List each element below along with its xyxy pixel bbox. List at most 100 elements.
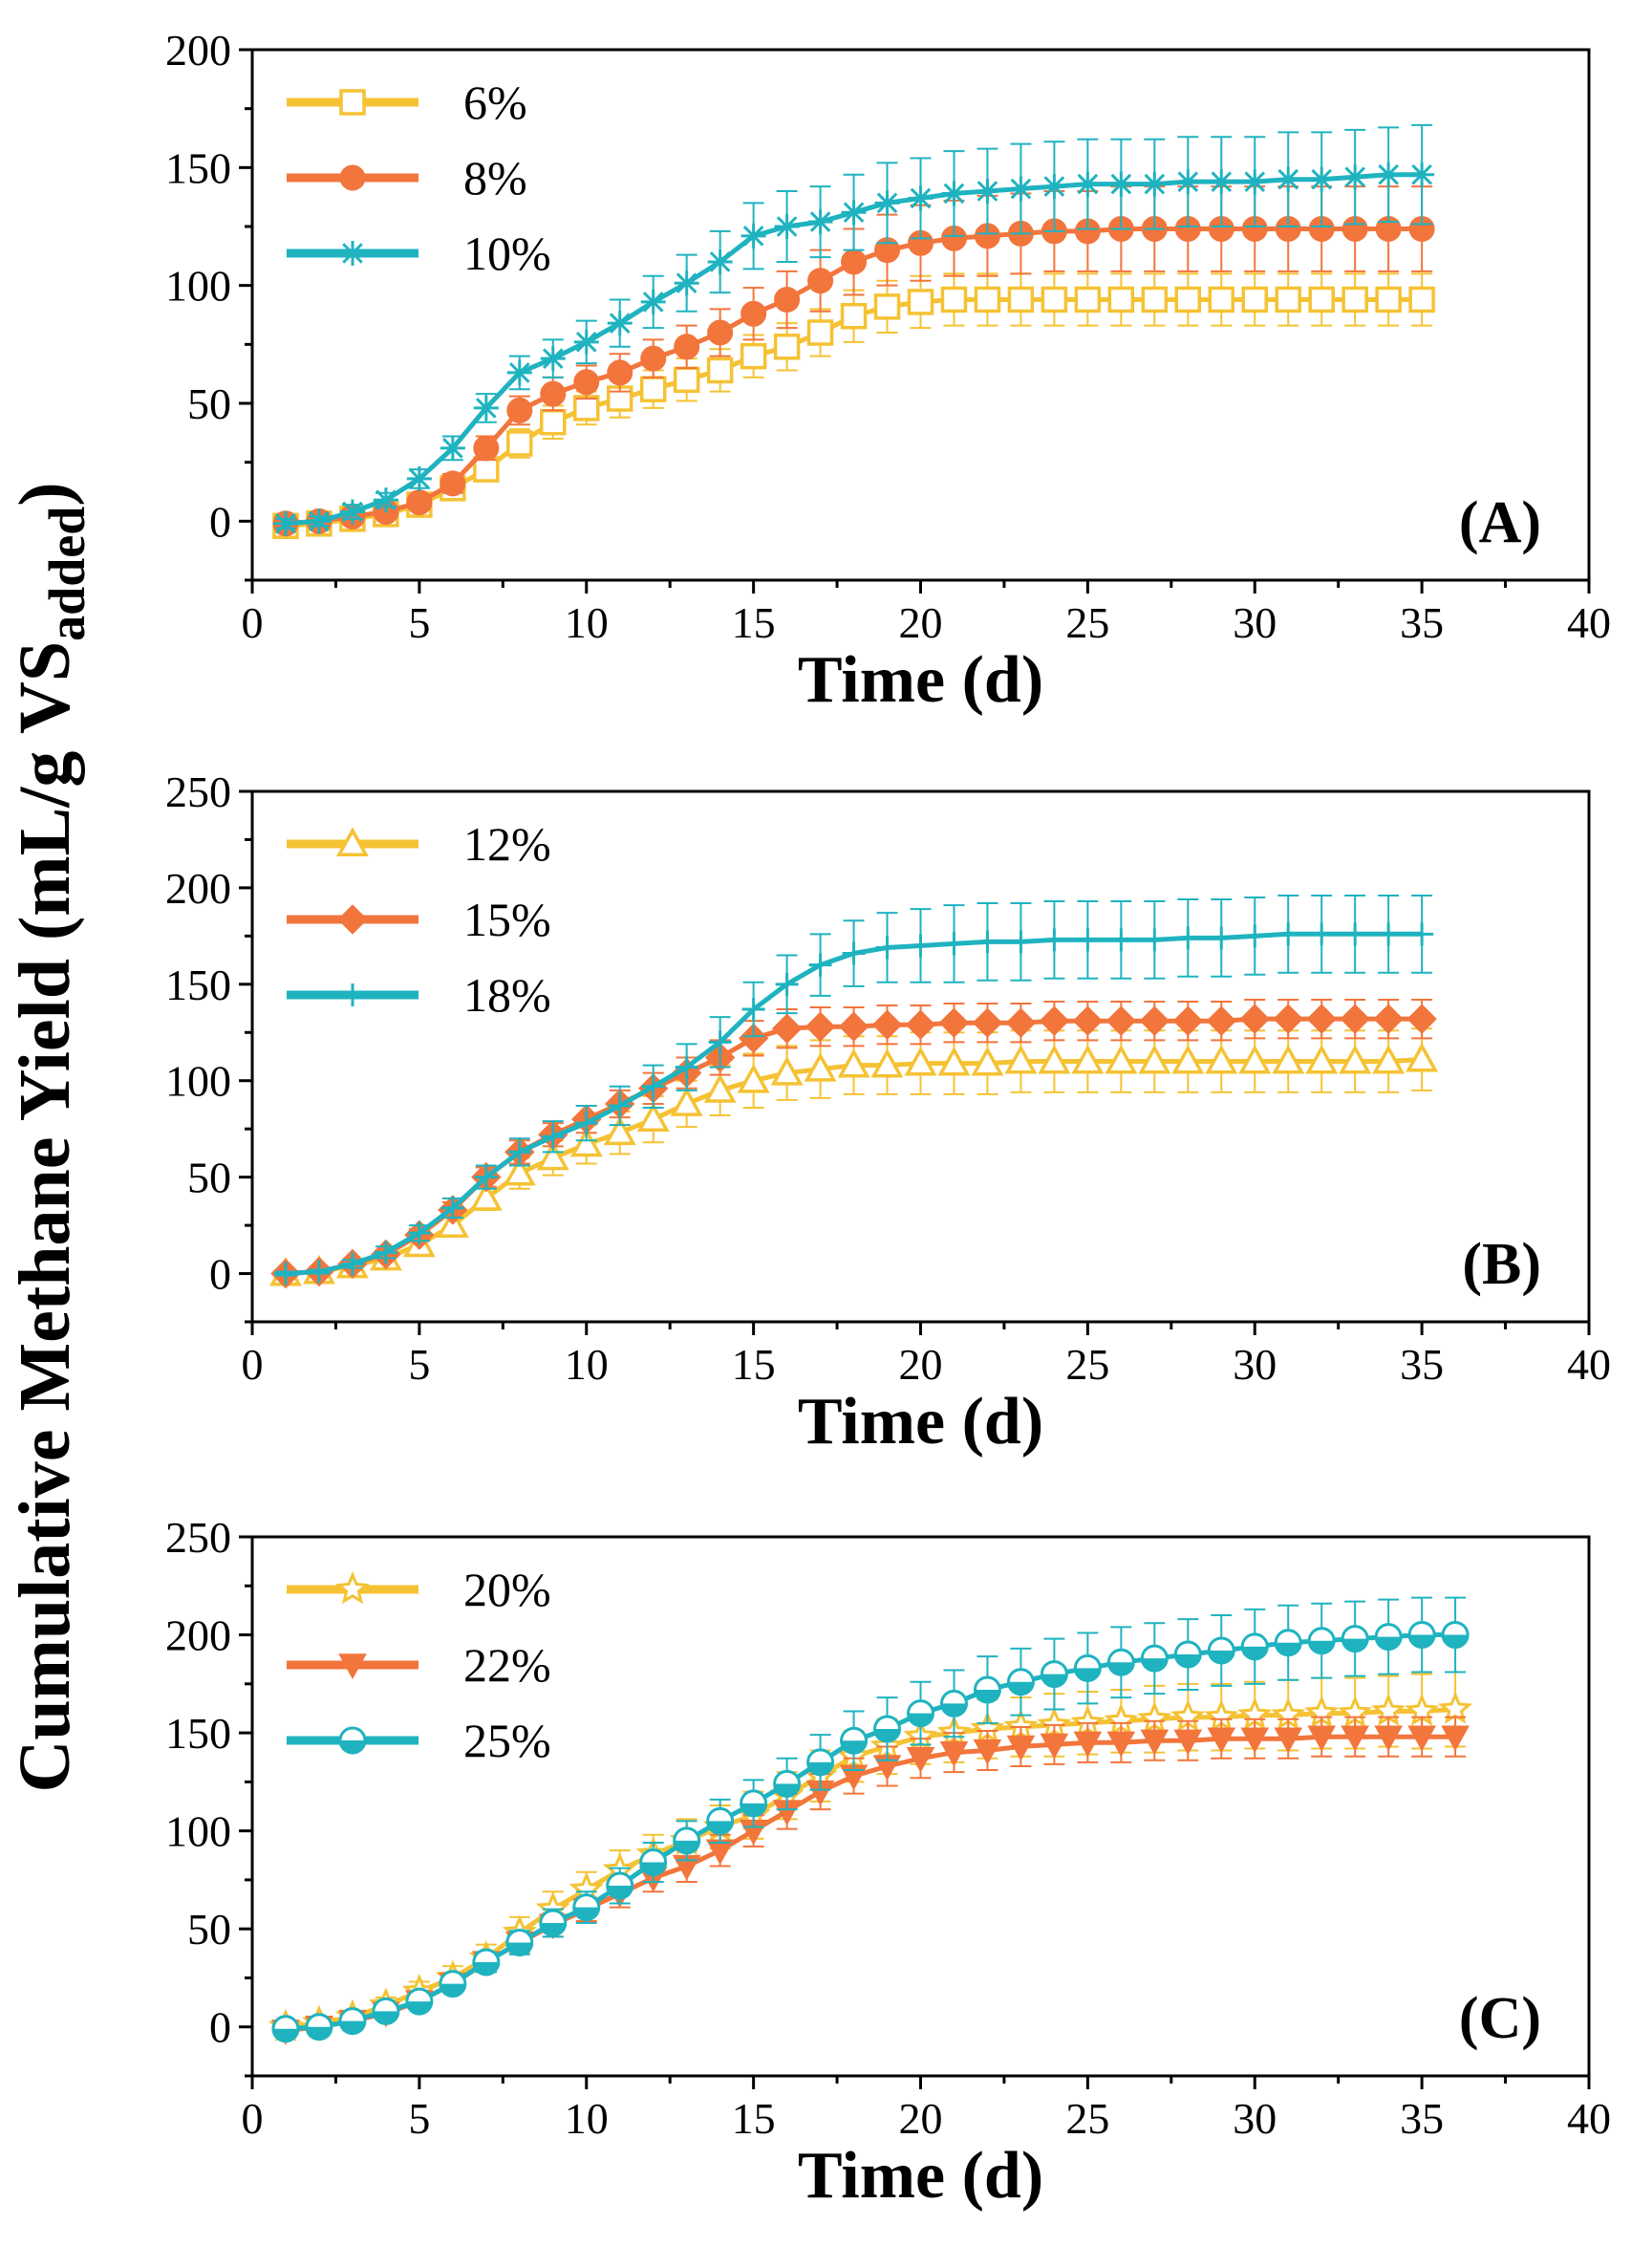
- panel-c-series-25pct-point-fill: [841, 1740, 867, 1754]
- panel-a: 0 5 10 15 20 25 30 35 40 0 50 100 150 200 Time (d) (A) 6…: [165, 26, 1611, 717]
- panel-b-series-12pct-point-shape: [804, 1052, 837, 1082]
- panel-b-series-15pct-point: [1340, 1004, 1370, 1034]
- panel-b-series-12pct-point: [804, 1052, 837, 1082]
- panel-a-series-10pct-point-shape: [975, 179, 1000, 204]
- panel-a-series-6pct-point-shape: [540, 408, 567, 436]
- panel-a-series-10pct-point: [941, 181, 967, 206]
- panel-b-series-18pct-point: [608, 1093, 632, 1117]
- panel-c-series-22pct-point: [1407, 1725, 1436, 1752]
- panel-a-series-8pct-point: [807, 268, 834, 294]
- panel-a-series-10pct-point: [807, 209, 833, 235]
- panel-b-x-tick-label: 15: [732, 1340, 776, 1389]
- panel-c-y-tick-label: 200: [165, 1611, 231, 1660]
- panel-c-legend-label: 22%: [463, 1638, 551, 1692]
- panel-a-series-6pct-point-shape: [573, 395, 600, 421]
- panel-a-series-10pct-point-shape: [1276, 166, 1301, 192]
- panel-b-legend-marker: [336, 827, 369, 856]
- panel-a-series-10pct-point: [406, 465, 432, 491]
- panel-c-series-25pct-point: [405, 1987, 434, 2016]
- panel-b-series-15pct-point-shape: [871, 1009, 903, 1040]
- panel-b-series-18pct-point-shape: [440, 1196, 464, 1220]
- panel-c-y-tick-label: 150: [165, 1709, 231, 1758]
- panel-c-x-axis-label: Time (d): [798, 2139, 1043, 2213]
- panel-b-legend-entry: 18%: [287, 968, 551, 1022]
- panel-c-series-25pct-point-fill: [1209, 1650, 1234, 1663]
- panel-b-series-18pct-point-shape: [1076, 928, 1100, 952]
- panel-a-series-6pct-point: [1007, 286, 1035, 313]
- panel-a-series-8pct-point: [640, 345, 667, 372]
- panel-b-y-tick-label: 100: [165, 1057, 231, 1106]
- panel-c-series-22pct-point: [1173, 1729, 1203, 1756]
- panel-a-series-6pct-point: [1074, 286, 1102, 313]
- panel-c-series-25pct-point: [873, 1715, 902, 1743]
- panel-b-series-12pct-point: [603, 1115, 636, 1146]
- panel-c-series-25pct-point-fill: [1142, 1658, 1168, 1672]
- panel-c-series-22pct-point-shape: [1441, 1725, 1470, 1752]
- panel-c-x-tick-label: 10: [565, 2094, 609, 2143]
- panel-b-series-18pct-point: [374, 1241, 397, 1264]
- panel-b-x-axis-label: Time (d): [798, 1385, 1043, 1458]
- panel-c-series-22pct-point: [906, 1747, 935, 1773]
- panel-c-series-25pct-point: [1441, 1621, 1470, 1650]
- panel-b-series-12pct: [269, 1027, 1439, 1286]
- panel-c-legend-entry: 25%: [287, 1714, 551, 1767]
- panel-b-series-15pct-point: [771, 1013, 803, 1044]
- panel-c-series-25pct-point: [907, 1699, 934, 1728]
- panel-a-series-10pct-point: [640, 289, 666, 314]
- panel-b-series-18pct-point: [909, 934, 933, 958]
- panel-a-series-6pct-point-shape: [639, 376, 667, 402]
- panel-b-series-18pct-point: [808, 953, 832, 977]
- panel-a-legend-entry: 6%: [287, 76, 527, 129]
- panel-a-y-tick-label: 200: [165, 26, 231, 75]
- panel-c-series-22pct-point-shape: [1274, 1727, 1303, 1754]
- panel-a-series-6pct-point-shape: [1174, 286, 1202, 313]
- panel-b-x-tick-label: 25: [1065, 1340, 1109, 1389]
- panel-b-series-18pct-point: [775, 972, 799, 996]
- panel-c-x-tick-label: 20: [899, 2094, 943, 2143]
- panel-c-series-25pct-point-fill: [1075, 1668, 1101, 1681]
- panel-b-series-18pct-point: [1243, 924, 1267, 948]
- panel-b-series-15pct-point: [871, 1009, 903, 1040]
- panel-b-series-18pct-point: [976, 930, 999, 954]
- panel-c-series-25pct-point: [806, 1748, 835, 1777]
- panel-b-series-18pct: [273, 894, 1434, 1285]
- panel-c-series-25pct-point: [1374, 1623, 1403, 1652]
- panel-b-series-12pct-point: [1272, 1044, 1305, 1074]
- panel-a-series-6pct-point: [1308, 286, 1335, 313]
- panel-b-series-15pct-point-shape: [1172, 1005, 1204, 1036]
- panel-b-series-12pct-point-shape: [1105, 1044, 1138, 1074]
- panel-a-series-10pct-point: [440, 435, 465, 461]
- panel-a-series-8pct-point: [573, 369, 600, 396]
- panel-c-series-22pct-point-shape: [1106, 1731, 1136, 1758]
- panel-a-series-8pct-point: [607, 359, 633, 386]
- panel-c-series-25pct-point: [1341, 1625, 1369, 1653]
- panel-c-series-25pct-point-fill: [373, 2011, 398, 2024]
- panel-a-series-10pct-point-shape: [1242, 169, 1268, 195]
- panel-c-series-22pct-point: [1274, 1727, 1303, 1754]
- panel-c-y-tick-label: 50: [187, 1905, 231, 1954]
- panel-b-series-12pct-point: [469, 1181, 503, 1211]
- panel-b-series-18pct-point: [1076, 928, 1100, 952]
- panel-b-series-12pct-point-shape: [1171, 1044, 1205, 1074]
- panel-b-series-18pct-point: [1310, 922, 1334, 946]
- panel-a-series-8pct-point: [473, 435, 500, 462]
- panel-b-series-12pct-point: [569, 1127, 603, 1157]
- panel-b-series-18pct-point-shape: [307, 1260, 331, 1284]
- panel-a-series-10pct-point: [1075, 171, 1101, 197]
- panel-a-series-6pct-point-shape: [706, 356, 734, 384]
- panel-c-series-25pct-point-fill: [1409, 1634, 1435, 1648]
- panel-c-series-25pct-point: [472, 1948, 501, 1976]
- panel-a-legend-marker-shape: [339, 89, 366, 116]
- panel-b-series-12pct-point: [1205, 1044, 1238, 1074]
- panel-c-series-22pct-point-shape: [939, 1740, 969, 1767]
- panel-a-series-10pct-point-shape: [1041, 174, 1067, 200]
- panel-b-series-15pct-point: [1206, 1005, 1236, 1036]
- panel-a-series-6pct-point-shape: [1041, 286, 1068, 313]
- panel-b-series-18pct-point-shape: [708, 1030, 732, 1054]
- panel-b-series-15pct-point: [1239, 1004, 1270, 1034]
- panel-a-y-tick-label: 0: [209, 497, 231, 546]
- panel-c-series-22pct-point-shape: [906, 1747, 935, 1773]
- panel-a-series-6pct-point: [1375, 286, 1402, 313]
- panel-b-series-15pct-point: [905, 1009, 936, 1040]
